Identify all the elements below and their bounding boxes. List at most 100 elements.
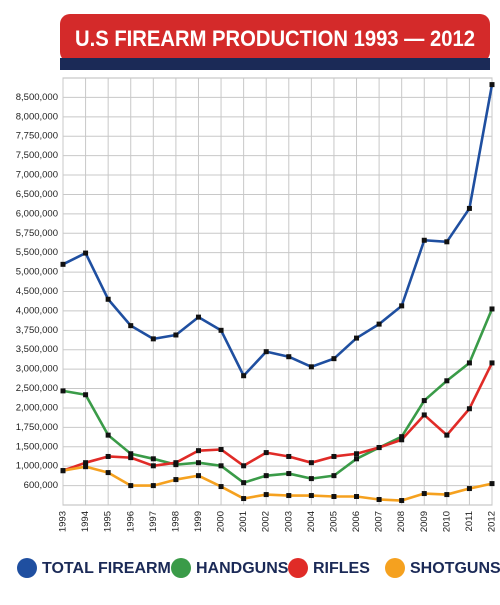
y-tick-label: 8,500,000 xyxy=(16,92,58,103)
point-marker xyxy=(263,349,269,355)
y-tick-label: 4,000,000 xyxy=(16,305,58,316)
series-line xyxy=(62,84,494,378)
point-marker xyxy=(150,336,156,342)
point-marker xyxy=(241,496,247,502)
legend-label: SHOTGUNS xyxy=(410,560,500,577)
point-marker xyxy=(241,463,247,469)
series-line xyxy=(62,465,493,502)
point-marker xyxy=(241,480,247,486)
legend-label: RIFLES xyxy=(313,560,370,577)
point-marker xyxy=(421,412,427,418)
x-tick-label: 2007 xyxy=(374,511,385,532)
y-tick-label: 6,500,000 xyxy=(16,189,58,200)
x-tick-label: 2006 xyxy=(351,511,362,532)
point-marker xyxy=(376,321,382,327)
point-marker xyxy=(195,314,201,320)
point-marker xyxy=(150,483,156,489)
point-marker xyxy=(218,463,224,469)
point-marker xyxy=(195,460,201,466)
y-tick-label: 7,000,000 xyxy=(16,170,58,181)
point-marker xyxy=(105,453,111,459)
y-tick-label: 4,500,000 xyxy=(16,286,58,297)
y-tick-label: 3,750,000 xyxy=(16,325,58,336)
point-marker xyxy=(421,398,427,404)
chart-title: U.S FIREARM PRODUCTION 1993 — 2012 xyxy=(75,26,475,51)
x-tick-label: 2009 xyxy=(419,511,430,532)
point-marker xyxy=(466,205,472,211)
point-marker xyxy=(128,323,134,329)
point-marker xyxy=(105,470,111,476)
title-banner xyxy=(60,14,490,62)
point-marker xyxy=(331,473,337,479)
point-marker xyxy=(60,468,66,474)
x-tick-label: 1998 xyxy=(170,511,181,532)
point-marker xyxy=(308,476,314,482)
x-tick-label: 2001 xyxy=(238,511,249,532)
point-marker xyxy=(128,451,134,457)
x-tick-label: 2011 xyxy=(464,511,475,531)
legend-label: HANDGUNS xyxy=(196,560,289,577)
y-tick-label: 1,500,000 xyxy=(16,441,58,452)
x-tick-label: 2000 xyxy=(216,511,227,532)
y-tick-label: 3,500,000 xyxy=(16,344,58,355)
point-marker xyxy=(399,498,405,504)
series-line xyxy=(62,308,494,484)
legend-swatch xyxy=(171,558,191,578)
y-tick-label: 2,000,000 xyxy=(16,402,58,413)
y-tick-label: 600,000 xyxy=(24,480,58,491)
y-tick-label: 8,000,000 xyxy=(16,111,58,122)
point-marker xyxy=(218,484,224,490)
point-marker xyxy=(128,483,134,489)
point-marker xyxy=(286,354,292,360)
point-marker xyxy=(241,373,247,379)
point-marker xyxy=(195,473,201,479)
point-marker xyxy=(150,463,156,469)
title-strip xyxy=(60,58,490,70)
point-marker xyxy=(128,455,134,461)
point-marker xyxy=(286,493,292,499)
point-marker xyxy=(150,456,156,462)
y-tick-label: 5,000,000 xyxy=(16,267,58,278)
point-marker xyxy=(308,493,314,499)
y-tick-label: 6,000,000 xyxy=(16,208,58,219)
point-marker xyxy=(466,406,472,412)
point-marker xyxy=(308,460,314,466)
y-tick-label: 5,500,000 xyxy=(16,247,58,258)
point-marker xyxy=(354,451,360,457)
x-tick-label: 2003 xyxy=(283,511,294,532)
point-marker xyxy=(444,432,450,438)
y-tick-label: 7,750,000 xyxy=(16,131,58,142)
point-marker xyxy=(354,456,360,462)
point-marker xyxy=(489,306,495,312)
point-marker xyxy=(489,82,495,88)
point-marker xyxy=(354,335,360,341)
point-marker xyxy=(173,332,179,338)
y-tick-label: 1,750,000 xyxy=(16,422,58,433)
point-marker xyxy=(444,239,450,245)
x-tick-label: 2012 xyxy=(487,511,498,532)
point-marker xyxy=(83,392,89,398)
x-tick-label: 1993 xyxy=(58,511,69,532)
x-tick-label: 2008 xyxy=(396,511,407,532)
y-tick-label: 7,500,000 xyxy=(16,150,58,161)
point-marker xyxy=(331,453,337,459)
x-tick-label: 2002 xyxy=(261,511,272,532)
x-tick-label: 2005 xyxy=(328,511,339,532)
point-marker xyxy=(60,261,66,267)
point-marker xyxy=(331,356,337,362)
point-marker xyxy=(173,477,179,483)
point-marker xyxy=(173,460,179,466)
point-marker xyxy=(286,453,292,459)
point-marker xyxy=(354,494,360,500)
x-tick-label: 1994 xyxy=(80,511,91,532)
point-marker xyxy=(263,450,269,456)
point-marker xyxy=(218,446,224,452)
point-marker xyxy=(399,437,405,443)
point-marker xyxy=(105,432,111,438)
point-marker xyxy=(83,464,89,470)
x-tick-label: 1995 xyxy=(103,511,114,532)
legend-label: TOTAL FIREARMS xyxy=(42,560,182,577)
y-tick-label: 3,000,000 xyxy=(16,364,58,375)
point-marker xyxy=(489,481,495,487)
point-marker xyxy=(308,364,314,370)
